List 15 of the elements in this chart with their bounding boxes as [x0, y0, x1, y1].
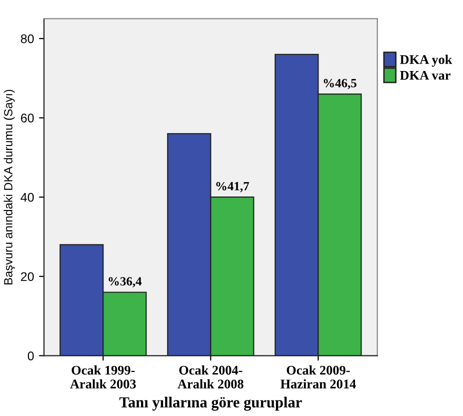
legend-label: DKA var — [400, 70, 450, 80]
x-tick-label: Ocak 2009- Haziran 2014 — [280, 365, 356, 388]
y-tick-label: 0 — [28, 351, 34, 360]
annotation: %41,7 — [216, 182, 250, 192]
annotation: %36,4 — [108, 277, 142, 288]
y-tick-label: 40 — [20, 192, 34, 202]
x-tick-label: Ocak 1999- Aralık 2003 — [70, 365, 136, 388]
annotation: %46,5 — [324, 78, 356, 90]
legend-label: DKA yok — [400, 54, 452, 67]
x-axis-title: Tanı yıllarına göre guruplar — [119, 396, 302, 411]
y-tick-label: 80 — [20, 34, 34, 44]
y-axis-title: Başvuru anındaki DKA durumu (Sayı) — [4, 90, 15, 284]
y-tick-label: 60 — [20, 114, 34, 122]
x-tick-label: Ocak 2004- Aralık 2008 — [178, 365, 244, 388]
y-tick-label: 20 — [20, 272, 34, 282]
